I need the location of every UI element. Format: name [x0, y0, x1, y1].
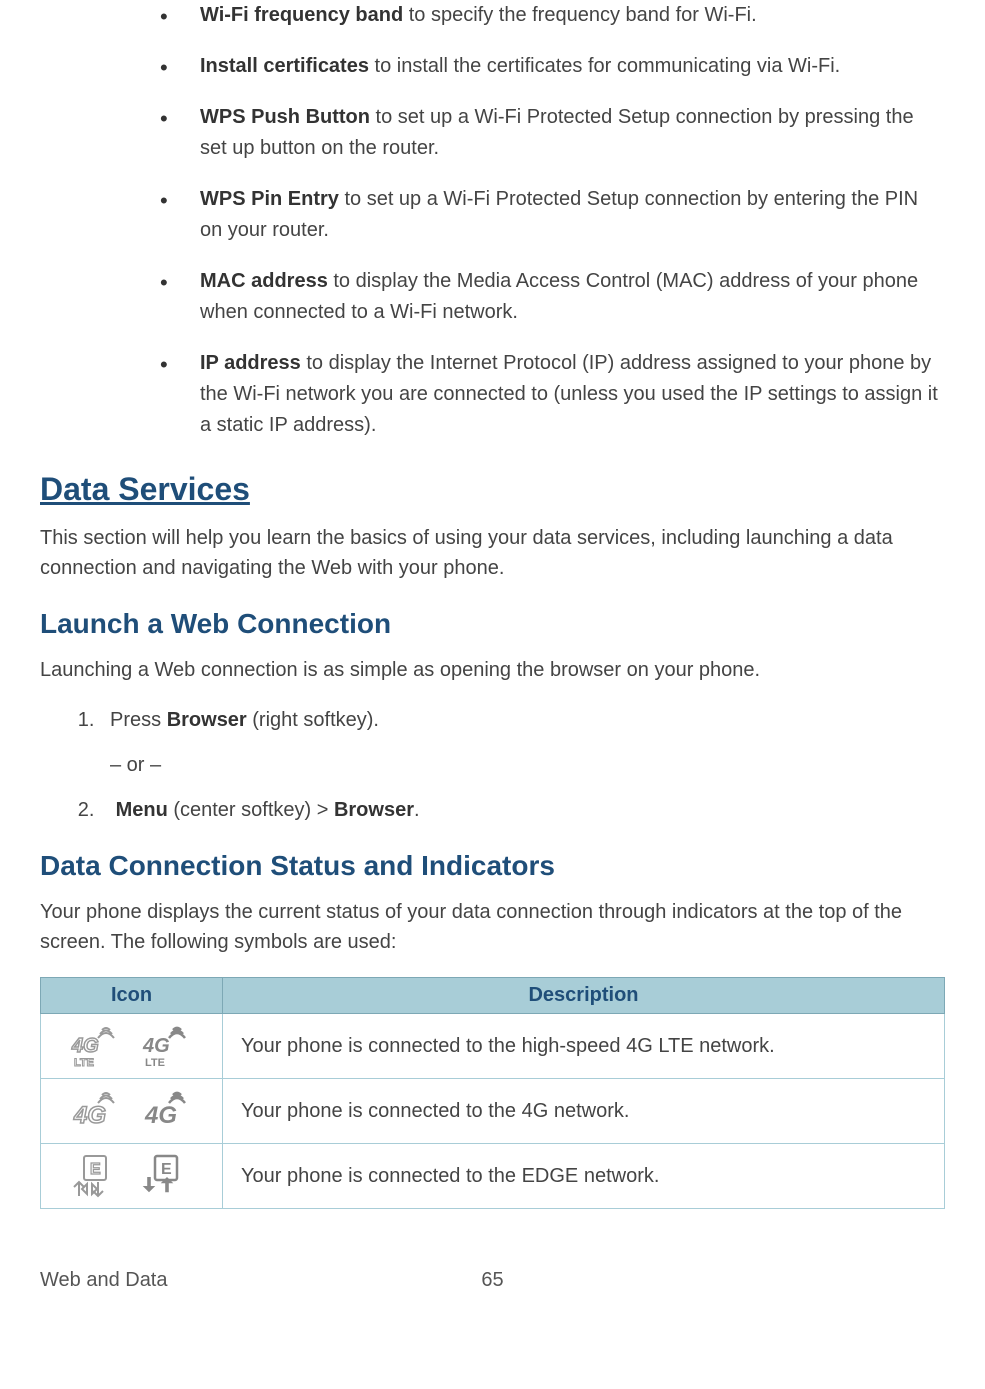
svg-text:4G: 4G: [144, 1102, 177, 1129]
4g-lte-outline-icon: 4G LTE: [64, 1022, 129, 1070]
launch-steps: Press Browser (right softkey). – or – Me…: [40, 705, 945, 825]
heading-data-services: Data Services: [40, 471, 945, 508]
step-text: .: [414, 799, 420, 821]
or-separator: – or –: [110, 750, 945, 780]
wifi-options-list: Wi-Fi frequency band to specify the freq…: [40, 0, 945, 441]
step-bold: Menu: [116, 799, 168, 821]
list-item: WPS Push Button to set up a Wi-Fi Protec…: [160, 102, 945, 164]
term: MAC address: [200, 270, 328, 292]
description-cell: Your phone is connected to the 4G networ…: [223, 1079, 945, 1144]
heading-data-status: Data Connection Status and Indicators: [40, 850, 945, 882]
intro-data-services: This section will help you learn the bas…: [40, 523, 945, 583]
step-item: Press Browser (right softkey). – or –: [100, 705, 945, 780]
table-row: 4G LTE 4G LTE Your phon: [41, 1014, 945, 1079]
description-cell: Your phone is connected to the high-spee…: [223, 1014, 945, 1079]
step-bold: Browser: [167, 709, 247, 731]
list-item: MAC address to display the Media Access …: [160, 266, 945, 328]
4g-outline-icon: 4G: [64, 1087, 129, 1135]
svg-text:4G: 4G: [71, 1035, 99, 1057]
term: WPS Pin Entry: [200, 188, 339, 210]
page-footer: Web and Data 65: [40, 1239, 945, 1312]
intro-launch-web: Launching a Web connection is as simple …: [40, 655, 945, 685]
description-cell: Your phone is connected to the EDGE netw…: [223, 1144, 945, 1209]
step-text: Press: [110, 709, 167, 731]
icon-cell: E E: [41, 1144, 223, 1209]
term-description: to display the Internet Protocol (IP) ad…: [200, 352, 938, 436]
svg-text:E: E: [90, 1161, 101, 1178]
term: Install certificates: [200, 55, 369, 77]
table-header-icon: Icon: [41, 978, 223, 1014]
footer-section: Web and Data: [40, 1269, 342, 1292]
icon-cell: 4G 4G: [41, 1079, 223, 1144]
list-item: WPS Pin Entry to set up a Wi-Fi Protecte…: [160, 184, 945, 246]
4g-lte-solid-icon: 4G LTE: [135, 1022, 200, 1070]
svg-text:LTE: LTE: [74, 1057, 94, 1069]
step-text: (right softkey).: [247, 709, 379, 731]
term-description: to specify the frequency band for Wi-Fi.: [403, 4, 757, 26]
table-row: E E: [41, 1144, 945, 1209]
intro-data-status: Your phone displays the current status o…: [40, 897, 945, 957]
list-item: Install certificates to install the cert…: [160, 51, 945, 82]
term: WPS Push Button: [200, 106, 370, 128]
term-description: to install the certificates for communic…: [369, 55, 840, 77]
4g-solid-icon: 4G: [135, 1087, 200, 1135]
footer-page-number: 65: [342, 1269, 644, 1292]
table-header-description: Description: [223, 978, 945, 1014]
svg-text:4G: 4G: [142, 1035, 170, 1057]
table-row: 4G 4G Your phone is connected to the 4G …: [41, 1079, 945, 1144]
edge-solid-icon: E: [135, 1152, 200, 1200]
heading-launch-web: Launch a Web Connection: [40, 608, 945, 640]
svg-text:4G: 4G: [73, 1102, 106, 1129]
step-item: Menu (center softkey) > Browser.: [100, 795, 945, 825]
step-text: (center softkey) >: [168, 799, 334, 821]
list-item: Wi-Fi frequency band to specify the freq…: [160, 0, 945, 31]
edge-outline-icon: E: [64, 1152, 129, 1200]
step-bold: Browser: [334, 799, 414, 821]
svg-text:LTE: LTE: [145, 1057, 165, 1069]
indicators-table: Icon Description 4G LTE: [40, 977, 945, 1209]
list-item: IP address to display the Internet Proto…: [160, 348, 945, 441]
term: IP address: [200, 352, 301, 374]
icon-cell: 4G LTE 4G LTE: [41, 1014, 223, 1079]
term: Wi-Fi frequency band: [200, 4, 403, 26]
svg-text:E: E: [161, 1161, 172, 1178]
